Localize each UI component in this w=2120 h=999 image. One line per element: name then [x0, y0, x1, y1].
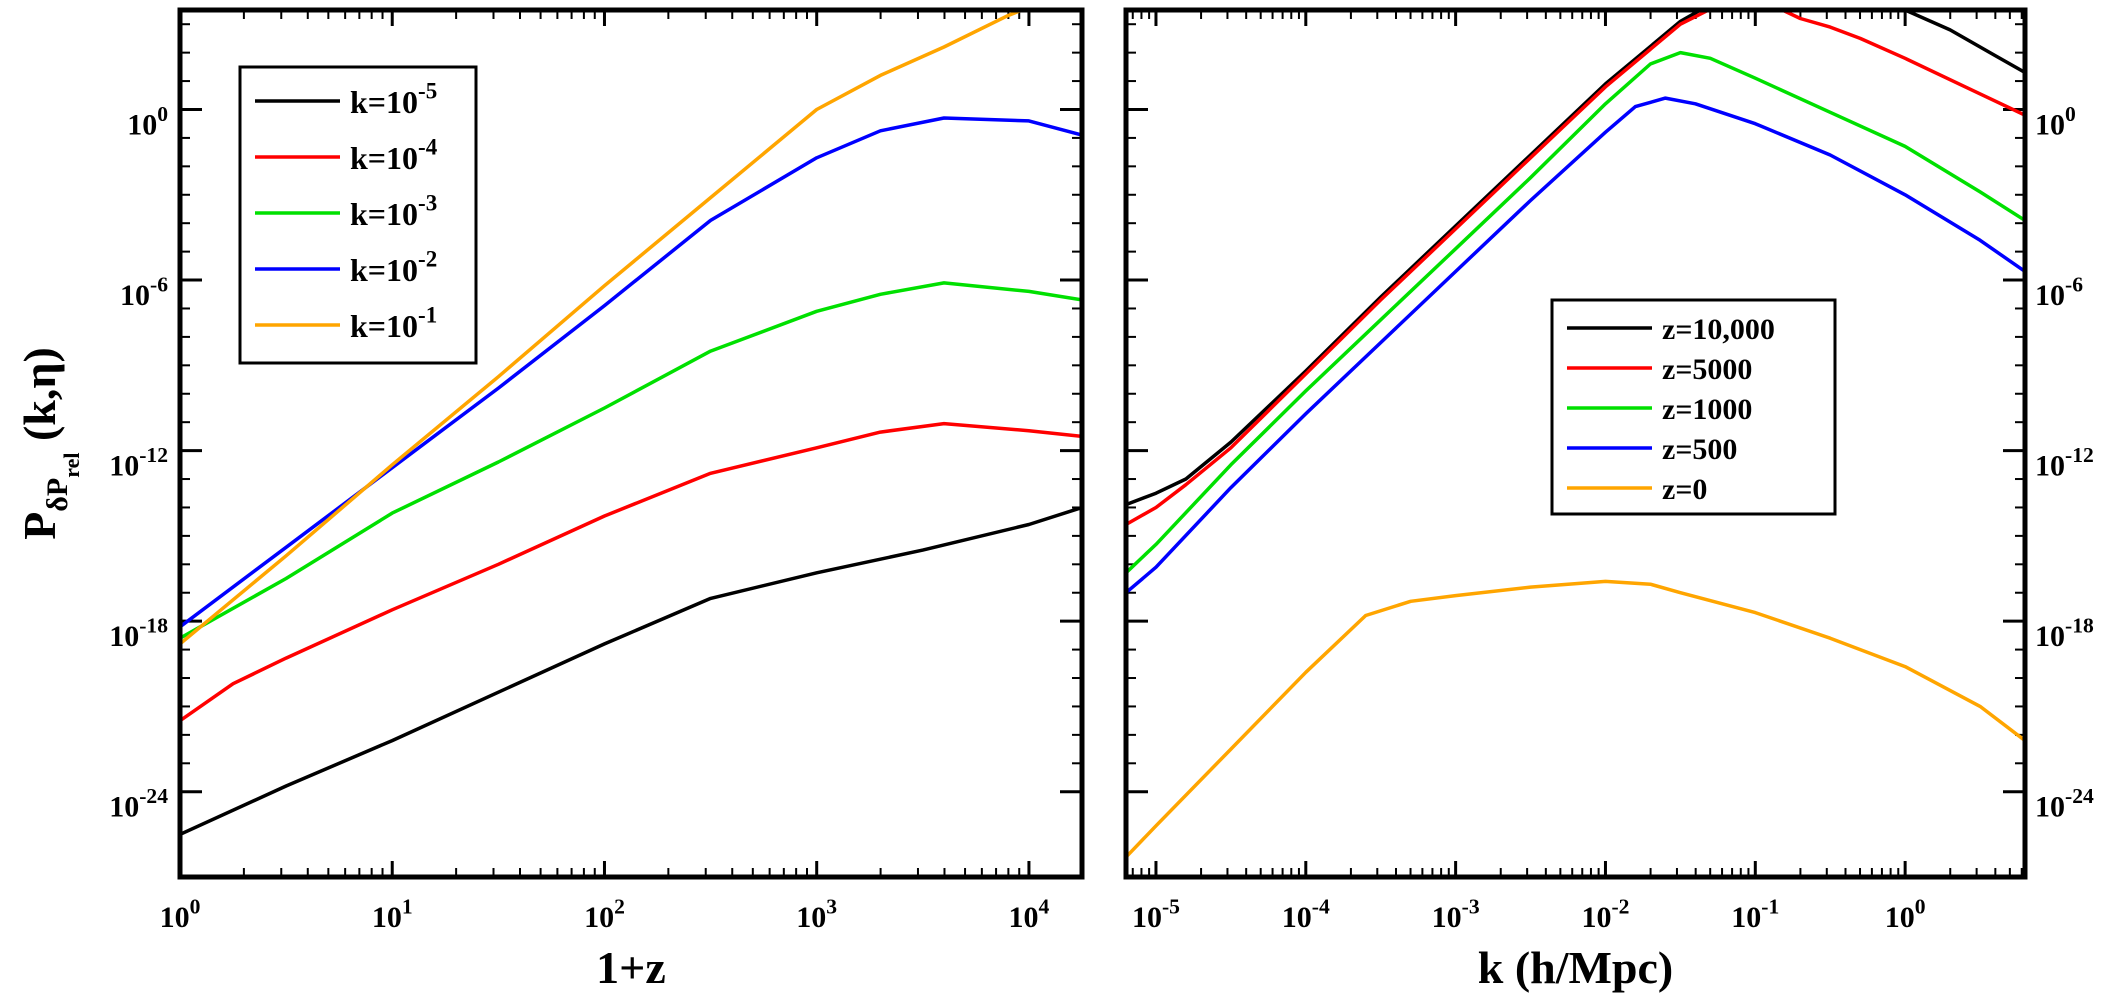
series-line-3	[1126, 96, 2025, 595]
curves	[180, 10, 1082, 837]
x-tick-label: 100	[1885, 895, 1926, 935]
x-tick-label: 101	[372, 895, 413, 935]
y-tick-label: 10-18	[109, 614, 168, 654]
legend: z=10,000 z=5000 z=1000 z=500 z=0	[1550, 298, 1837, 516]
series-line-0	[1126, 10, 2025, 507]
legend-label-0: k=10-5	[350, 78, 437, 120]
y-axis-label: PδPrel (k,η)	[14, 347, 84, 540]
x-axis-label: k (h/Mpc)	[1478, 942, 1674, 993]
legend-label-4: z=0	[1662, 473, 1707, 506]
x-tick-label: 10-2	[1581, 895, 1629, 935]
legend-box	[238, 65, 478, 365]
series-line-2	[180, 281, 1082, 640]
legend-label-4: k=10-1	[350, 302, 437, 344]
legend-label-1: k=10-4	[350, 134, 438, 176]
y-tick-label: 10-12	[109, 443, 168, 483]
legend-label-3: k=10-2	[350, 246, 437, 288]
plot-frame	[177, 7, 1085, 880]
x-tick-label: 102	[584, 895, 625, 935]
x-tick-label: 10-4	[1282, 895, 1330, 935]
panel-left: 100 101 102 103 104 100 10-6 10-12 10-18 10-24 1+z…	[14, 7, 1085, 993]
x-tick-label: 10-1	[1731, 895, 1779, 935]
legend-label-3: z=500	[1662, 433, 1737, 466]
y-tick-label: 10-24	[2035, 784, 2094, 824]
series-line-4	[180, 10, 1027, 646]
series-line-1	[1126, 10, 2025, 527]
legend-label-1: z=5000	[1662, 353, 1752, 386]
x-tick-label: 103	[796, 895, 837, 935]
y-tick-label: 10-6	[120, 273, 168, 313]
x-tick-label: 10-3	[1432, 895, 1480, 935]
series-line-4	[1126, 579, 2025, 859]
y-tick-label: 100	[2035, 102, 2076, 142]
legend-label-0: z=10,000	[1662, 313, 1775, 346]
series-line-0	[180, 505, 1082, 837]
x-tick-label: 104	[1009, 895, 1050, 935]
x-axis-label: 1+z	[596, 942, 666, 993]
legend-label-2: k=10-3	[350, 190, 437, 232]
y-tick-label: 10-12	[2035, 443, 2094, 483]
series-line-2	[1126, 50, 2025, 575]
y-tick-label: 10-18	[2035, 614, 2094, 654]
series-line-1	[180, 421, 1082, 723]
y-tick-label: 10-24	[109, 784, 168, 824]
panel-right: 10-5 10-4 10-3 10-2 10-1 100 100 10-6 10-12 10-18…	[1123, 7, 2094, 993]
legend-label-2: z=1000	[1662, 393, 1752, 426]
legend: k=10-5 k=10-4 k=10-3 k=10-2 k=10-1	[238, 65, 478, 365]
x-tick-label: 10-5	[1132, 895, 1180, 935]
x-tick-label: 100	[160, 895, 201, 935]
y-tick-label: 10-6	[2035, 273, 2083, 313]
plot-frame	[1123, 7, 2028, 880]
curves	[1126, 10, 2025, 859]
y-tick-label: 100	[127, 102, 168, 142]
